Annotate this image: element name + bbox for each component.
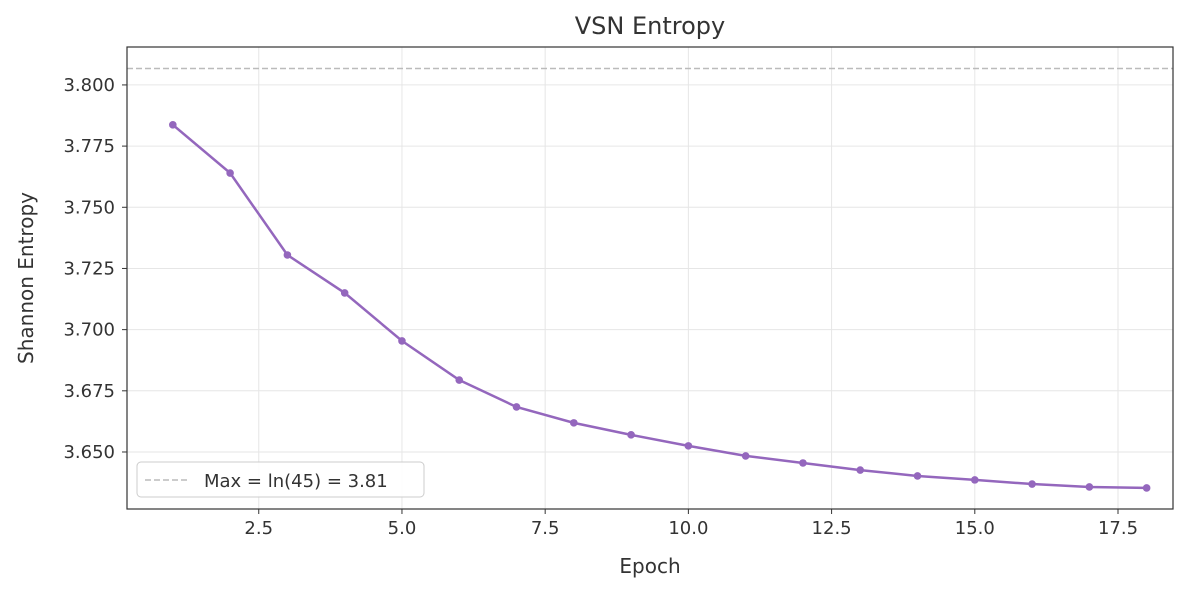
data-point <box>512 403 521 411</box>
plot-frame <box>126 46 1174 510</box>
x-tick-label: 10.0 <box>668 518 708 539</box>
data-point <box>1028 480 1036 488</box>
y-tick-label: 3.800 <box>63 75 115 96</box>
y-tick-label: 3.750 <box>63 197 115 218</box>
x-tick-label: 15.0 <box>955 518 995 539</box>
data-point <box>340 289 349 297</box>
data-point <box>627 431 635 439</box>
grid <box>127 47 1173 509</box>
y-axis-ticks: 3.650 3.675 3.700 3.725 3.750 3.775 3.800 <box>63 75 127 463</box>
legend-box <box>136 461 425 498</box>
x-tick-label: 17.5 <box>1098 518 1138 539</box>
data-point <box>398 337 406 345</box>
data-point <box>799 459 807 467</box>
data-point <box>455 376 464 384</box>
x-tick-label: 2.5 <box>244 518 273 539</box>
legend-label: Max = ln(45) = 3.81 <box>204 471 388 492</box>
legend: Max = ln(45) = 3.81 <box>136 461 425 498</box>
x-axis-label: Epoch <box>619 554 680 578</box>
chart-title: VSN Entropy <box>575 12 725 40</box>
data-point <box>913 472 922 480</box>
y-tick-label: 3.725 <box>63 258 115 279</box>
data-point <box>741 452 750 460</box>
data-point <box>570 419 578 427</box>
series-entropy <box>169 121 1151 492</box>
y-tick-label: 3.675 <box>63 381 115 402</box>
x-tick-label: 5.0 <box>388 518 417 539</box>
y-tick-label: 3.700 <box>63 320 115 341</box>
data-point <box>684 442 693 450</box>
data-point <box>169 121 177 129</box>
x-tick-label: 12.5 <box>812 518 852 539</box>
y-axis-label: Shannon Entropy <box>14 192 38 364</box>
series-line <box>172 123 1147 490</box>
x-tick-label: 7.5 <box>531 518 560 539</box>
data-point <box>970 476 979 484</box>
data-point <box>283 251 292 259</box>
data-point <box>856 466 865 474</box>
data-point <box>1142 484 1151 492</box>
data-point <box>1085 483 1094 491</box>
y-tick-label: 3.650 <box>63 442 115 463</box>
y-tick-label: 3.775 <box>63 136 115 157</box>
data-point <box>226 169 234 177</box>
x-axis-ticks: 2.5 5.0 7.5 10.0 12.5 15.0 17.5 <box>244 509 1138 539</box>
